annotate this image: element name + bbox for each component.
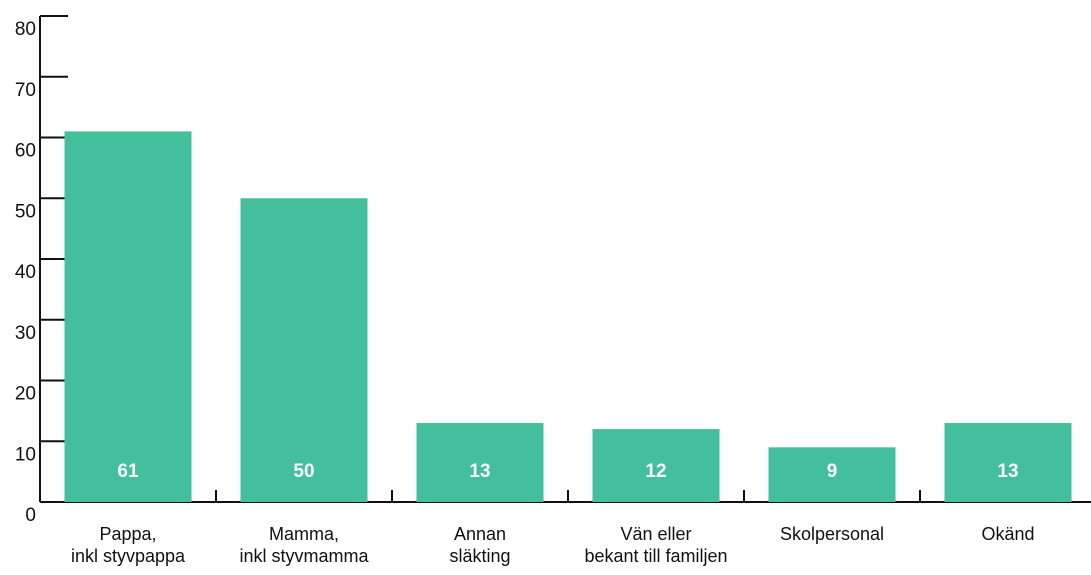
bar (592, 429, 720, 502)
y-tick-label: 10 (15, 444, 36, 465)
bar (64, 131, 192, 503)
y-tick-label: 40 (15, 262, 36, 283)
x-tick-label: Pappa, inkl styvpappa (70, 524, 186, 566)
bar (768, 447, 896, 502)
value-label: 13 (469, 461, 490, 482)
y-tick-label: 0 (25, 505, 36, 526)
bar (240, 198, 368, 502)
x-tick-label: Okänd (981, 524, 1035, 544)
value-label: 12 (645, 461, 666, 482)
value-label: 50 (293, 461, 314, 482)
y-tick-label: 30 (15, 323, 36, 344)
value-label: 13 (997, 461, 1018, 482)
y-tick-label: 50 (15, 201, 36, 222)
bar (944, 423, 1072, 502)
bar (416, 423, 544, 502)
value-label: 61 (117, 461, 139, 482)
x-tick-label: Mamma, inkl styvmamma (239, 524, 369, 566)
y-tick-label: 20 (15, 384, 36, 405)
x-tick-label: Annan släkting (449, 524, 511, 566)
y-tick-label: 70 (15, 80, 36, 101)
y-tick-label: 60 (15, 141, 36, 162)
x-tick-label: Vän eller bekant till familjen (584, 524, 728, 566)
y-tick-label: 80 (15, 19, 36, 40)
x-tick-label: Skolpersonal (779, 524, 885, 544)
value-label: 9 (827, 461, 838, 482)
